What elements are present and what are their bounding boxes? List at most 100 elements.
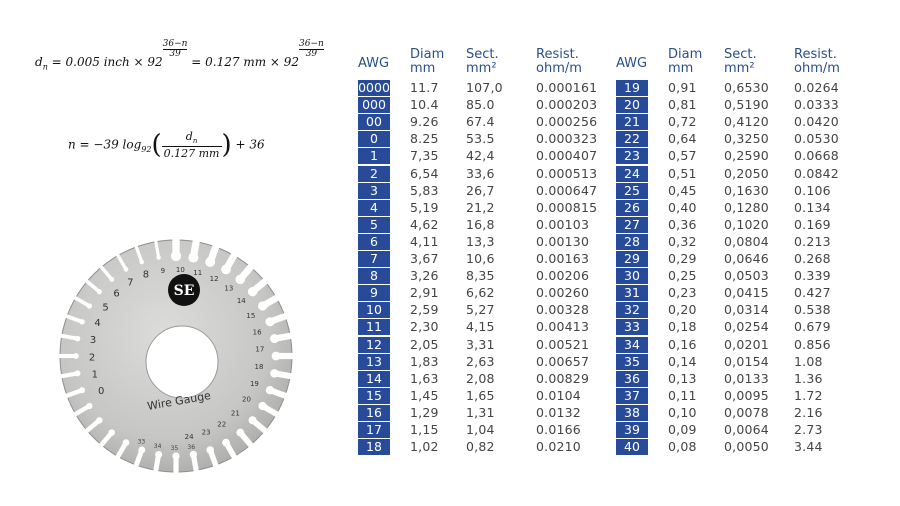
resist-cell: 0.0420 — [794, 114, 839, 130]
awg-cell: 8 — [358, 268, 390, 285]
resist-cell: 0.0104 — [536, 387, 581, 403]
gauge-hole — [221, 264, 231, 275]
diam-cell: 2,30 — [410, 319, 439, 335]
gauge-number: 8 — [143, 270, 149, 281]
gauge-slot — [72, 294, 90, 308]
gauge-slot — [238, 431, 255, 449]
gauge-number: 14 — [237, 297, 246, 305]
sect-cell: 53.5 — [466, 131, 495, 147]
diam-cell: 1,02 — [410, 439, 439, 455]
gauge-number: 7 — [127, 278, 133, 289]
awg-cell: 26 — [616, 199, 648, 216]
resist-cell: 0.0264 — [794, 80, 839, 95]
sect-cell: 13,3 — [466, 233, 495, 249]
diam-cell: 0,25 — [668, 268, 697, 284]
diam-cell: 6,54 — [410, 165, 439, 181]
gauge-number: 17 — [255, 346, 264, 354]
gauge-small-number: 33 — [138, 438, 146, 445]
gauge-slot — [189, 238, 201, 258]
awg-cell: 4 — [358, 199, 390, 216]
awg-cell: 0000 — [358, 80, 390, 96]
awg-cell: 30 — [616, 268, 648, 285]
sect-cell: 0,0415 — [724, 285, 769, 301]
gauge-hole — [236, 428, 245, 437]
resist-cell: 0.0842 — [794, 165, 839, 181]
gauge-slot — [98, 263, 113, 280]
resist-cell: 0.00657 — [536, 353, 590, 369]
gauge-slot — [251, 418, 270, 435]
diam-cell: 0,57 — [668, 148, 697, 164]
diam-cell: 4,11 — [410, 233, 439, 249]
awg-cell: 31 — [616, 285, 648, 302]
awg-cell: 23 — [616, 148, 648, 165]
resist-cell: 0.339 — [794, 268, 831, 284]
resist-cell: 0.0530 — [794, 131, 839, 147]
gauge-number: 21 — [231, 409, 240, 417]
resist-cell: 0.00260 — [536, 285, 590, 301]
center-hole — [145, 325, 219, 399]
sect-cell: 0,0064 — [724, 422, 769, 437]
awg-cell: 34 — [616, 336, 648, 353]
awg-cell: 11 — [358, 319, 390, 336]
header-sect: Sect. mm² — [724, 47, 757, 76]
diam-cell: 1,29 — [410, 404, 439, 420]
gauge-slot — [153, 238, 160, 257]
diam-cell: 11.7 — [410, 80, 439, 95]
awg-cell: 5 — [358, 216, 390, 233]
gauge-slot — [274, 332, 294, 342]
gauge-hole — [235, 274, 246, 285]
resist-cell: 0.169 — [794, 216, 831, 232]
gauge-slot — [173, 457, 179, 475]
awg-cell: 16 — [358, 404, 390, 421]
gauge-hole — [86, 402, 93, 410]
awg-cell: 28 — [616, 233, 648, 250]
diam-cell: 4,62 — [410, 216, 439, 232]
awg-cell: 32 — [616, 302, 648, 319]
gauge-hole — [79, 387, 86, 394]
gauge-number: 12 — [210, 275, 219, 283]
awg-cell: 33 — [616, 319, 648, 336]
awg-cell: 00 — [358, 114, 390, 131]
header-resist: Resist. ohm/m — [794, 47, 840, 76]
resist-cell: 0.00163 — [536, 251, 590, 266]
gauge-hole — [123, 267, 129, 272]
gauge-number: 4 — [94, 318, 100, 329]
gauge-hole — [109, 276, 115, 282]
sect-cell: 67.4 — [466, 114, 495, 130]
gauge-slot — [269, 387, 289, 400]
gauge-number: 6 — [113, 289, 119, 300]
sect-cell: 8,35 — [466, 268, 495, 284]
header-awg: AWG — [358, 56, 390, 71]
resist-cell: 0.000815 — [536, 199, 598, 215]
gauge-slot — [83, 278, 100, 293]
awg-cell: 18 — [358, 439, 390, 456]
sect-cell: 6,62 — [466, 285, 495, 301]
resist-cell: 0.000256 — [536, 114, 598, 130]
gauge-hole — [86, 303, 93, 309]
gauge-slot — [63, 388, 82, 399]
resist-cell: 0.0333 — [794, 97, 839, 113]
diam-cell: 1,15 — [410, 422, 439, 437]
diam-cell: 0,14 — [668, 353, 697, 369]
awg-cell: 24 — [616, 165, 648, 182]
resist-cell: 0.00328 — [536, 302, 590, 318]
gauge-slot — [277, 352, 295, 360]
gauge-number: 5 — [102, 302, 108, 313]
awg-cell: 40 — [616, 439, 648, 456]
resist-cell: 0.134 — [794, 199, 831, 215]
resist-cell: 0.000161 — [536, 80, 598, 95]
gauge-slot — [274, 370, 294, 380]
awg-cell: 20 — [616, 97, 648, 114]
sect-cell: 42,4 — [466, 148, 495, 164]
gauge-number: 11 — [193, 269, 202, 277]
sect-cell: 0,0314 — [724, 302, 769, 318]
awg-cell: 19 — [616, 80, 648, 96]
sect-cell: 2,08 — [466, 370, 495, 386]
sect-cell: 0,0804 — [724, 233, 769, 249]
gauge-hole — [248, 416, 257, 425]
sect-cell: 0,0095 — [724, 387, 769, 403]
awg-cell: 10 — [358, 302, 390, 319]
resist-cell: 0.213 — [794, 233, 831, 249]
resist-cell: 0.538 — [794, 302, 831, 318]
